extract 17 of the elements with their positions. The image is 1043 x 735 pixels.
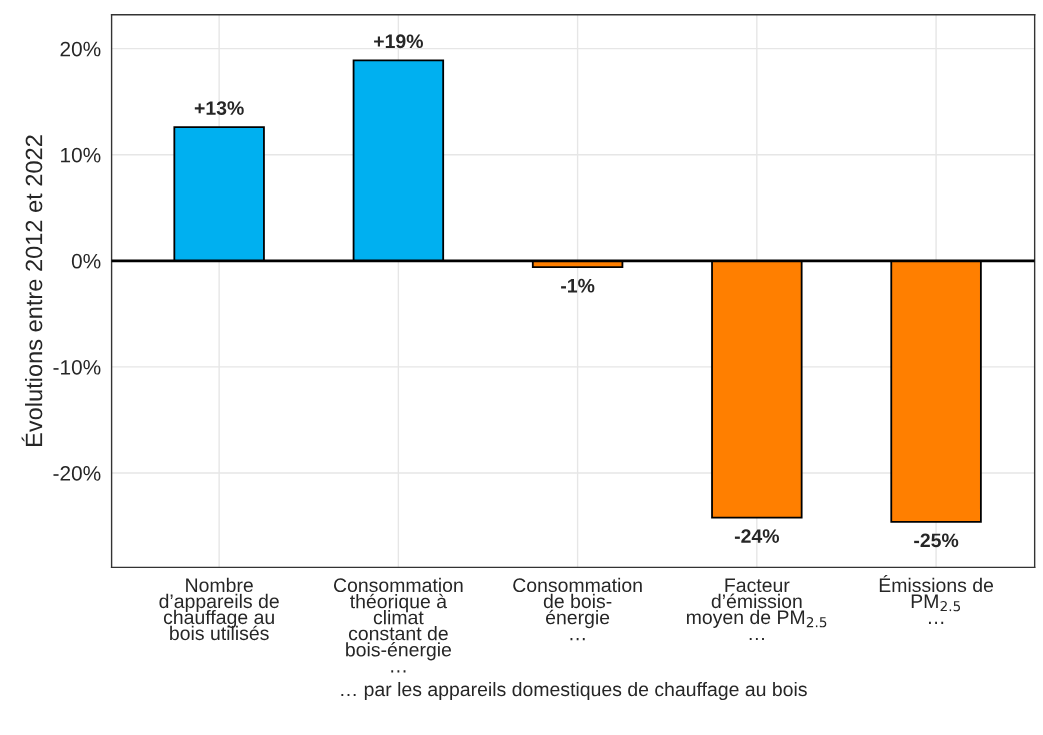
- data-label: -25%: [914, 533, 959, 548]
- y-tick-label: 0%: [71, 253, 101, 269]
- data-label: -1%: [561, 278, 595, 293]
- category-label: Facteur d’émission moyen de PM$_{2.5}$ …: [686, 578, 827, 641]
- y-tick-label: 20%: [60, 41, 101, 57]
- x-axis-title: … par les appareils domestiques de chauffage au bois: [341, 681, 807, 701]
- x-tick-label: Consommation théorique à climat constant de bois-énergie …: [333, 577, 463, 673]
- data-label: +13%: [194, 101, 244, 115]
- x-tick-label: Émissions de PM$_{2.5}$ …: [879, 575, 994, 624]
- y-tick-label: 10%: [61, 147, 101, 163]
- y-tick-label: -10%: [53, 359, 101, 375]
- data-label: +19%: [374, 34, 423, 49]
- x-tick-label: Consommation de bois- énergie …: [513, 577, 642, 641]
- x-tick-label: Nombre d’appareils de chauffage au bois utilisés: [159, 577, 279, 641]
- y-axis-title: Évolutions entre 2012 et 2022: [21, 135, 43, 446]
- data-label: -24%: [734, 529, 780, 543]
- y-tick-label: -20%: [53, 466, 101, 481]
